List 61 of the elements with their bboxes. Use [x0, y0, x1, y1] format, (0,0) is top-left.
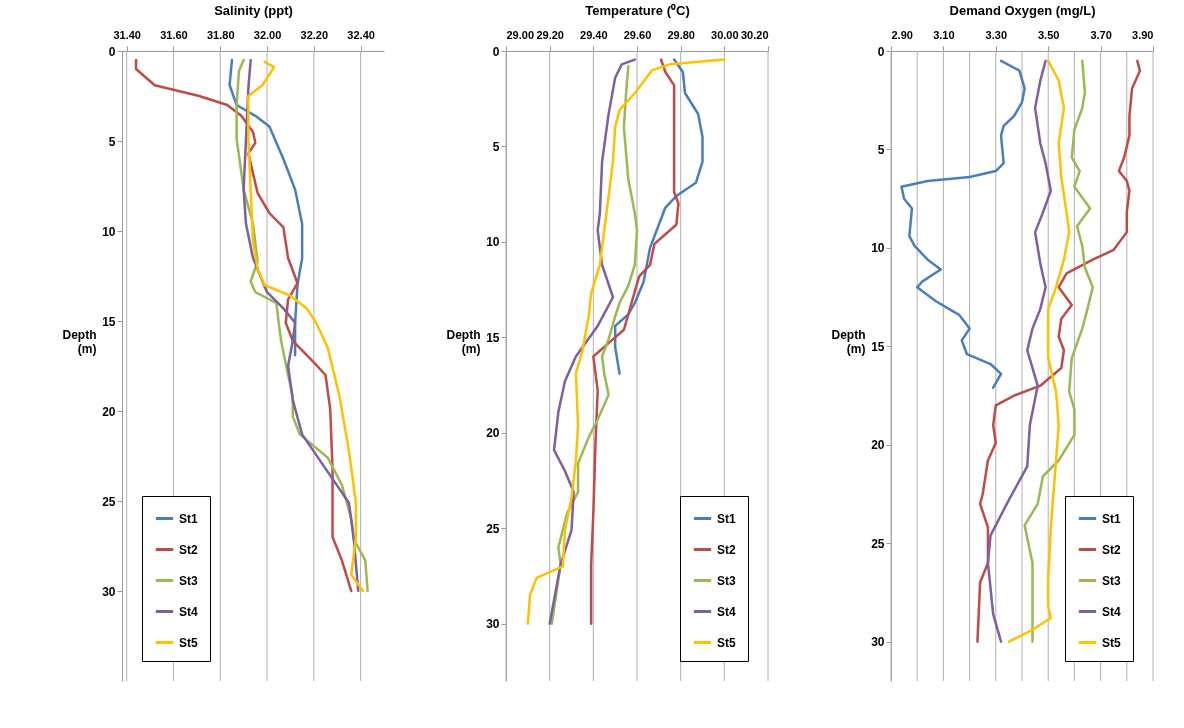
- x-tick-label: 32.00: [253, 28, 282, 41]
- y-tick-label: 30: [486, 617, 500, 632]
- y-tick-label: 20: [486, 426, 500, 441]
- legend-label: St5: [179, 635, 198, 650]
- legend-label: St2: [1102, 542, 1121, 557]
- x-axis-title: Salinity (ppt): [214, 2, 293, 18]
- x-tick-label: 30.00: [711, 28, 739, 41]
- y-axis-title: Depth (m): [62, 328, 97, 356]
- y-axis-title: Depth (m): [446, 328, 481, 356]
- x-tick-label: 32.20: [300, 28, 329, 41]
- y-tick-label: 5: [877, 142, 885, 157]
- legend-label: St1: [1102, 511, 1121, 526]
- x-tick-label: 29.40: [580, 28, 608, 41]
- y-tick-label: 5: [108, 134, 116, 149]
- y-tick-label: 20: [871, 438, 885, 453]
- legend-label: St5: [1102, 635, 1121, 650]
- y-tick-label: 15: [486, 330, 500, 345]
- x-tick-label: 3.30: [985, 28, 1008, 41]
- x-tick-label: 30.20: [740, 28, 769, 41]
- y-tick-label: 30: [102, 584, 116, 599]
- x-tick-label: 3.10: [933, 28, 955, 41]
- x-axis-title: Temperature (⁰C): [585, 2, 690, 18]
- legend-label: St4: [717, 604, 736, 619]
- legend-label: St2: [717, 542, 736, 557]
- y-tick-label: 0: [492, 44, 500, 59]
- y-tick-label: 25: [102, 494, 116, 509]
- y-tick-label: 25: [871, 536, 885, 551]
- y-tick-label: 20: [102, 404, 116, 419]
- x-axis-title: Demand Oxygen (mg/L): [949, 2, 1096, 18]
- y-tick-label: 25: [486, 521, 500, 536]
- legend-label: St4: [179, 604, 198, 619]
- legend-label: St1: [717, 511, 736, 526]
- y-tick-label: 0: [108, 44, 116, 59]
- legend-label: St5: [717, 635, 736, 650]
- x-tick-label: 29.00: [506, 28, 535, 41]
- x-tick-label: 3.50: [1037, 28, 1060, 41]
- legend-label: St4: [1102, 604, 1121, 619]
- legend-label: St1: [179, 511, 198, 526]
- legend-label: St2: [179, 542, 198, 557]
- x-tick-label: 3.90: [1132, 28, 1154, 41]
- x-tick-label: 2.90: [891, 28, 913, 41]
- legend-label: St3: [1102, 573, 1121, 588]
- y-tick-label: 10: [871, 241, 885, 256]
- x-tick-label: 29.80: [667, 28, 695, 41]
- x-tick-label: 29.20: [536, 28, 564, 41]
- legend-label: St3: [179, 573, 198, 588]
- y-tick-label: 15: [102, 314, 116, 329]
- y-tick-label: 10: [102, 224, 116, 239]
- legend-label: St3: [717, 573, 736, 588]
- x-tick-label: 31.80: [206, 28, 235, 41]
- x-tick-label: 31.60: [160, 28, 188, 41]
- x-tick-label: 32.40: [347, 28, 375, 41]
- x-tick-label: 31.40: [113, 28, 141, 41]
- x-tick-label: 29.60: [623, 28, 652, 41]
- x-tick-label: 3.70: [1090, 28, 1112, 41]
- y-tick-label: 0: [877, 44, 885, 59]
- y-tick-label: 5: [492, 139, 500, 154]
- y-tick-label: 15: [871, 339, 885, 354]
- y-axis-title: Depth (m): [831, 328, 866, 356]
- y-tick-label: 10: [486, 235, 500, 250]
- y-tick-label: 30: [871, 635, 885, 650]
